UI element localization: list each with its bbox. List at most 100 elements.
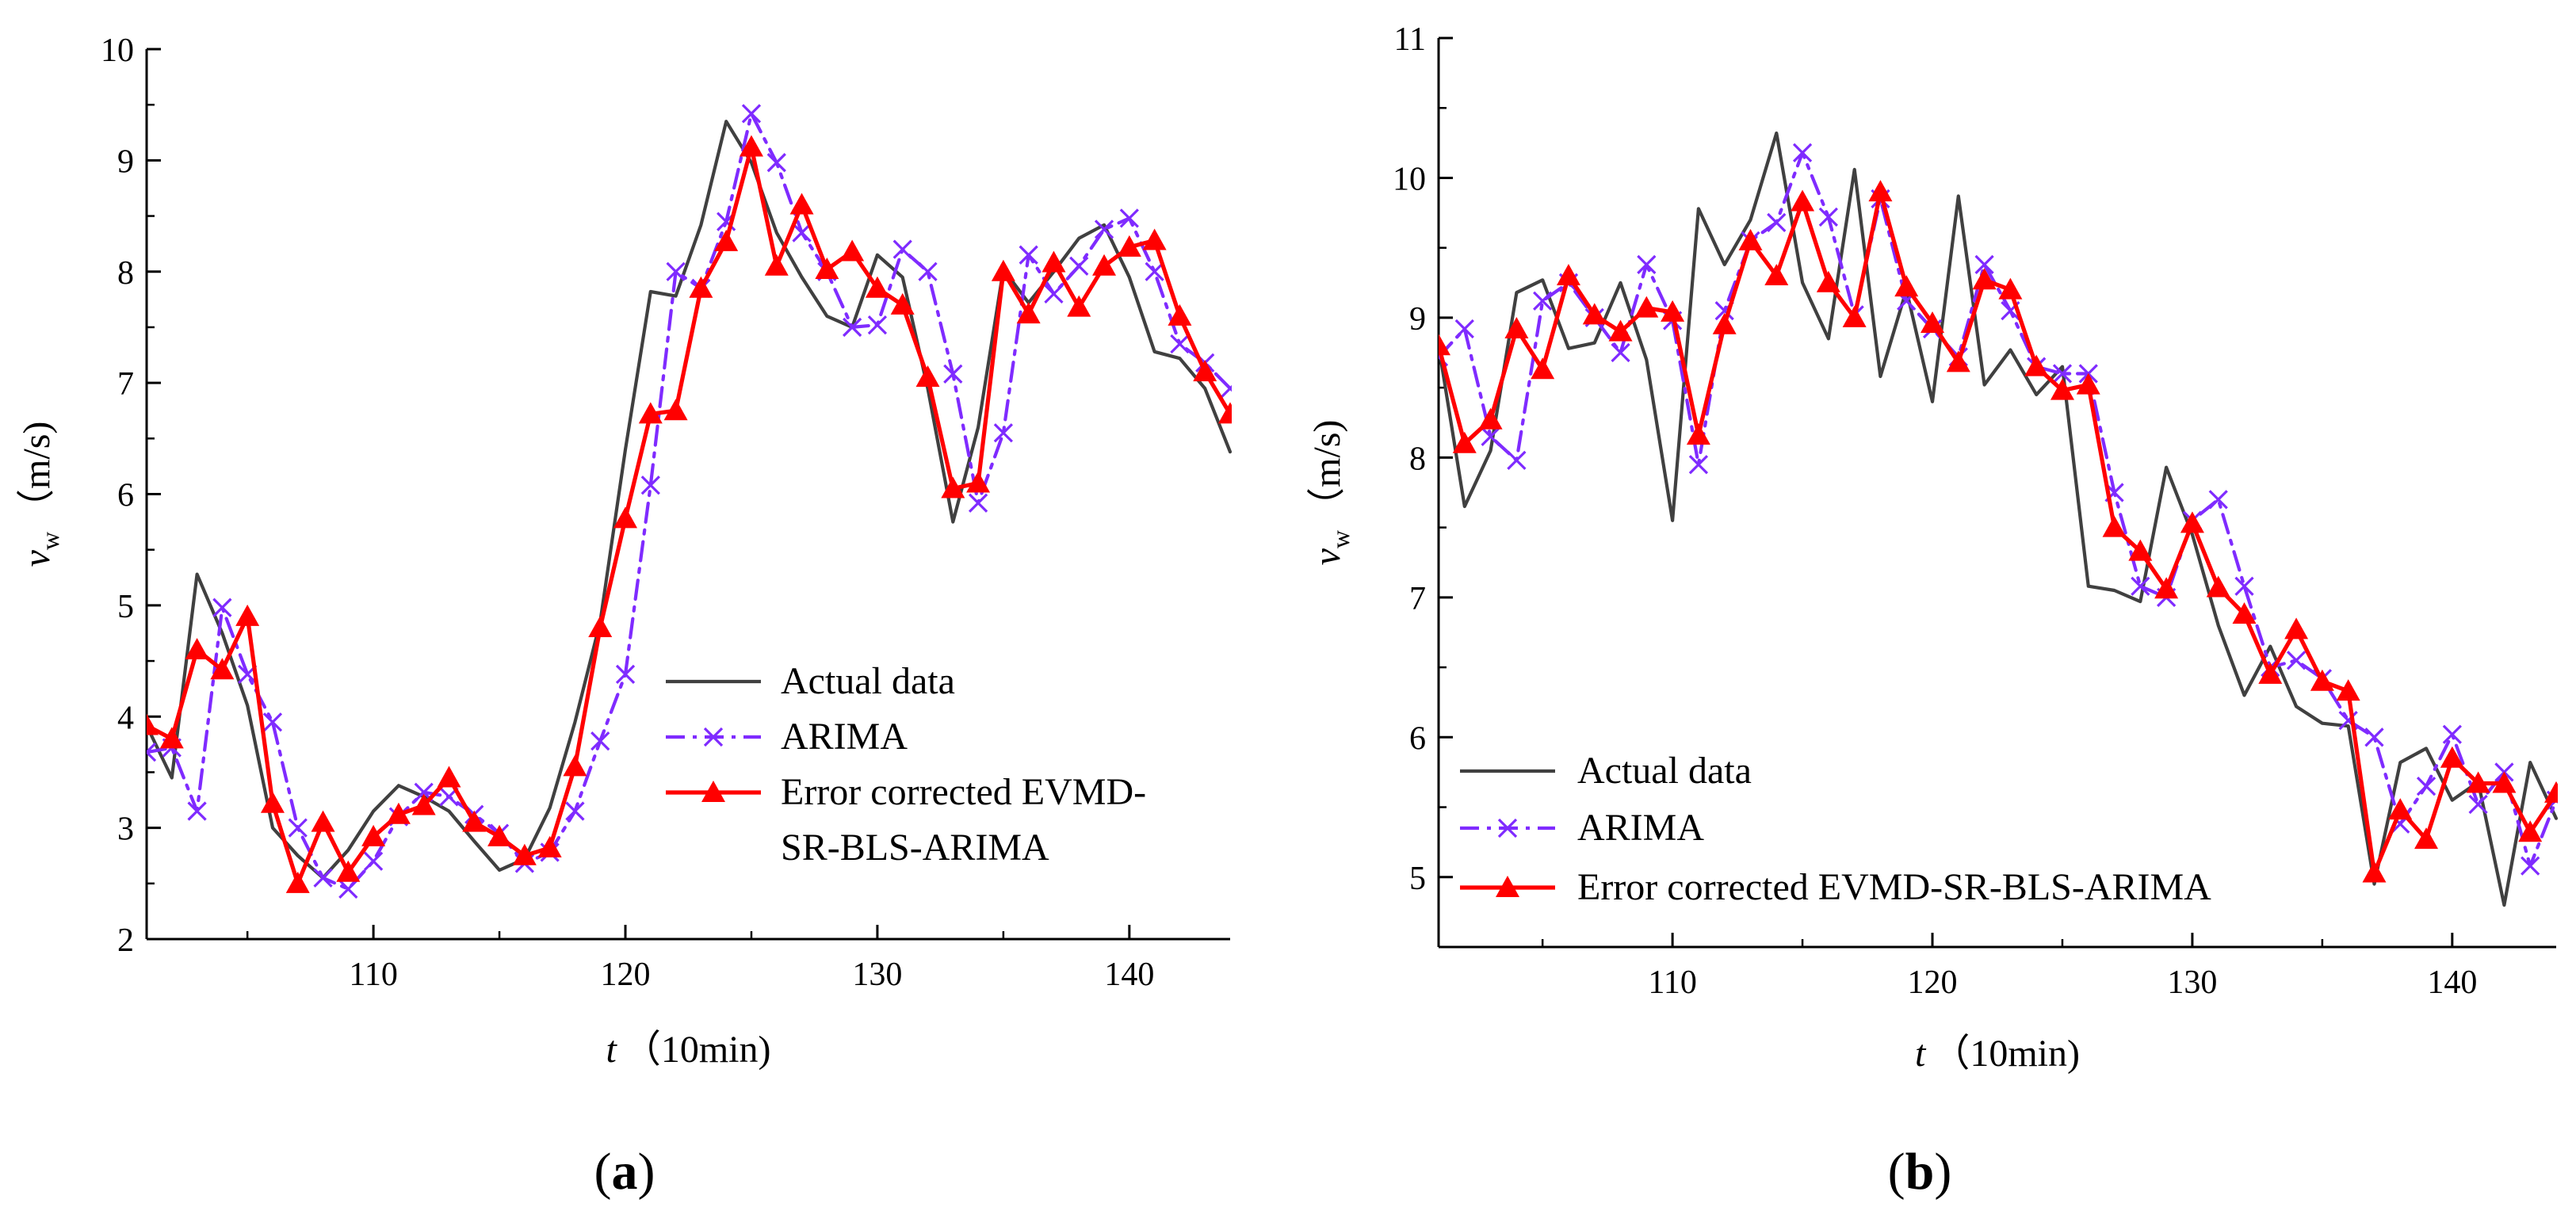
data-point-arima — [2208, 490, 2228, 510]
data-point-corrected — [147, 713, 159, 735]
data-point-corrected — [714, 229, 739, 251]
data-point-corrected — [1582, 303, 1607, 325]
legend-marker-corrected — [701, 781, 725, 802]
y-tick-label: 6 — [117, 478, 134, 514]
data-point-corrected — [1041, 250, 1066, 273]
data-point-arima — [313, 868, 333, 888]
y-tick-label: 10 — [101, 32, 134, 69]
y-tick-label: 8 — [117, 255, 134, 292]
data-point-corrected — [941, 476, 965, 498]
data-point-arima — [1019, 245, 1038, 265]
data-point-arima — [262, 712, 283, 732]
data-point-corrected — [1946, 350, 1970, 372]
data-point-corrected — [537, 835, 562, 857]
data-point-arima — [1688, 455, 1709, 475]
data-point-arima — [766, 153, 786, 173]
panel-label: (a) — [594, 1143, 655, 1201]
series-line-arima — [147, 112, 1232, 891]
data-point-corrected — [1452, 431, 1477, 453]
data-point-arima — [1145, 262, 1164, 281]
data-point-corrected — [2362, 861, 2387, 883]
data-point-corrected — [2024, 354, 2049, 376]
legend-marker-corrected — [1496, 876, 1519, 897]
data-point-corrected — [2128, 539, 2153, 561]
data-point-corrected — [991, 259, 1015, 281]
data-point-corrected — [1608, 319, 1633, 342]
data-point-corrected — [2518, 820, 2543, 842]
data-point-corrected — [1478, 407, 1503, 430]
legend-marker-arima — [1497, 818, 1518, 838]
data-point-arima — [212, 598, 232, 617]
data-point-corrected — [462, 810, 487, 832]
data-point-corrected — [512, 843, 537, 865]
data-point-arima — [666, 262, 686, 281]
data-point-arima — [2521, 856, 2540, 876]
data-point-corrected — [1067, 295, 1091, 317]
data-point-corrected — [1439, 334, 1450, 356]
y-axis-label: vw（m/s) — [16, 422, 64, 567]
data-point-arima — [640, 475, 660, 495]
data-point-corrected — [2154, 577, 2179, 599]
data-point-corrected — [336, 860, 361, 882]
data-point-corrected — [1816, 270, 1840, 292]
data-point-arima — [2052, 364, 2073, 384]
data-point-arima — [892, 239, 912, 259]
legend-marker-arima — [703, 727, 724, 747]
data-point-arima — [867, 315, 888, 335]
data-point-arima — [1044, 284, 1064, 304]
data-point-arima — [1818, 207, 1838, 227]
legend-label-arima: ARIMA — [781, 716, 908, 758]
data-point-corrected — [613, 506, 638, 529]
data-point-corrected — [2440, 746, 2464, 768]
data-point-arima — [1119, 208, 1139, 228]
data-point-arima — [565, 801, 585, 821]
x-tick-label: 110 — [1648, 964, 1696, 1001]
data-point-corrected — [411, 793, 436, 815]
data-point-corrected — [2310, 669, 2334, 691]
data-point-corrected — [966, 471, 991, 493]
data-point-corrected — [1842, 305, 1867, 327]
data-point-corrected — [1218, 402, 1232, 424]
data-point-arima — [741, 104, 762, 124]
data-point-arima — [943, 364, 963, 384]
data-point-corrected — [1998, 277, 2023, 300]
data-point-corrected — [487, 824, 512, 846]
data-point-corrected — [663, 399, 688, 421]
x-tick-label: 140 — [2427, 964, 2477, 1001]
data-point-corrected — [2180, 511, 2204, 533]
series-line-actual — [1439, 131, 2558, 907]
data-point-arima — [363, 851, 384, 871]
data-point-arima — [2468, 794, 2488, 815]
data-point-corrected — [840, 239, 865, 262]
data-point-corrected — [2336, 679, 2360, 701]
data-point-corrected — [2492, 771, 2517, 793]
x-tick-label: 120 — [601, 957, 651, 993]
x-tick-label: 140 — [1104, 957, 1154, 993]
data-point-corrected — [2102, 515, 2127, 537]
data-point-corrected — [2544, 781, 2558, 803]
y-tick-label: 9 — [117, 143, 134, 180]
data-point-arima — [288, 818, 308, 838]
x-tick-label: 130 — [852, 957, 902, 993]
data-point-arima — [792, 223, 812, 242]
data-point-corrected — [739, 135, 763, 157]
data-point-corrected — [1531, 357, 1555, 380]
data-point-corrected — [1193, 360, 1217, 382]
data-point-corrected — [260, 791, 285, 813]
data-point-corrected — [764, 254, 789, 276]
data-point-corrected — [2258, 662, 2283, 684]
data-point-arima — [1170, 334, 1190, 354]
data-point-corrected — [1504, 317, 1529, 339]
data-point-arima — [615, 664, 636, 685]
data-point-corrected — [890, 292, 915, 315]
panel-label: (b) — [1888, 1143, 1952, 1201]
data-point-arima — [2416, 776, 2436, 796]
data-point-corrected — [689, 276, 713, 298]
data-point-corrected — [789, 193, 814, 215]
y-tick-label: 11 — [1394, 21, 1426, 58]
data-point-arima — [1974, 254, 1994, 274]
y-tick-label: 2 — [117, 922, 134, 959]
y-axis-label: vw（m/s) — [1306, 420, 1355, 566]
data-point-corrected — [1764, 263, 1789, 285]
